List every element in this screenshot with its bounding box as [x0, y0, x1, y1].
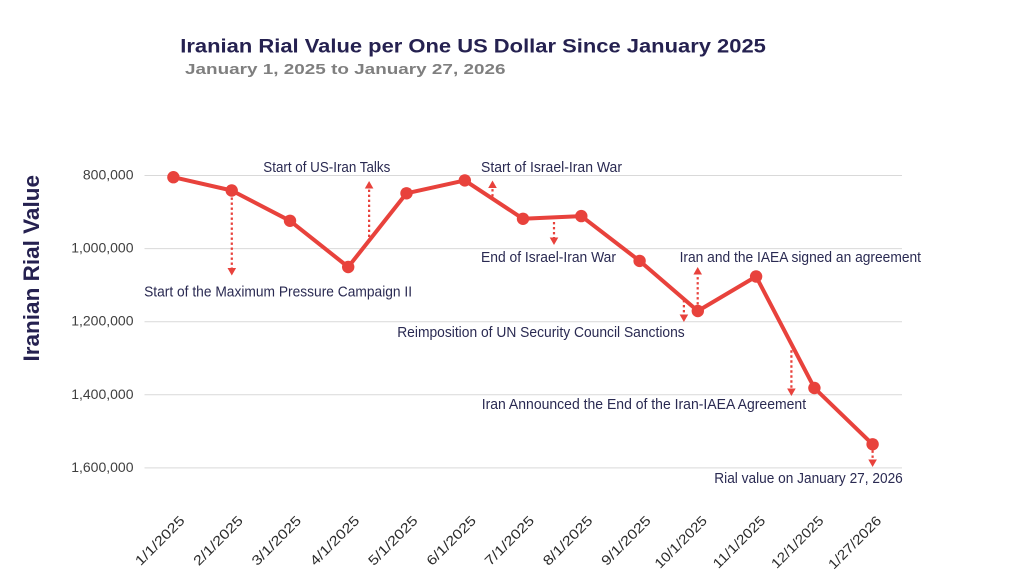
- svg-text:1,200,000: 1,200,000: [71, 313, 133, 329]
- svg-text:Start of Israel-Iran War: Start of Israel-Iran War: [481, 160, 622, 176]
- svg-text:1,000,000: 1,000,000: [71, 240, 133, 256]
- svg-text:Reimposition of UN Security Co: Reimposition of UN Security Council Sanc…: [397, 325, 685, 341]
- svg-text:January 1, 2025 to January 27,: January 1, 2025 to January 27, 2026: [185, 61, 506, 78]
- svg-text:800,000: 800,000: [83, 167, 134, 183]
- svg-text:Start of the Maximum Pressure: Start of the Maximum Pressure Campaign I…: [144, 284, 412, 300]
- svg-text:Iranian Rial Value: Iranian Rial Value: [19, 175, 44, 362]
- svg-text:1,400,000: 1,400,000: [71, 386, 133, 402]
- svg-text:Iran and the IAEA signed an ag: Iran and the IAEA signed an agreement: [680, 250, 921, 266]
- svg-text:Start of US-Iran Talks: Start of US-Iran Talks: [263, 160, 390, 176]
- svg-text:1,600,000: 1,600,000: [71, 459, 133, 475]
- svg-text:Rial value on January 27, 2026: Rial value on January 27, 2026: [714, 471, 903, 487]
- svg-text:Iranian Rial Value per One US: Iranian Rial Value per One US Dollar Sin…: [180, 35, 766, 57]
- svg-text:End of Israel-Iran War: End of Israel-Iran War: [481, 250, 616, 266]
- svg-text:Iran Announced the End of the: Iran Announced the End of the Iran-IAEA …: [482, 397, 806, 413]
